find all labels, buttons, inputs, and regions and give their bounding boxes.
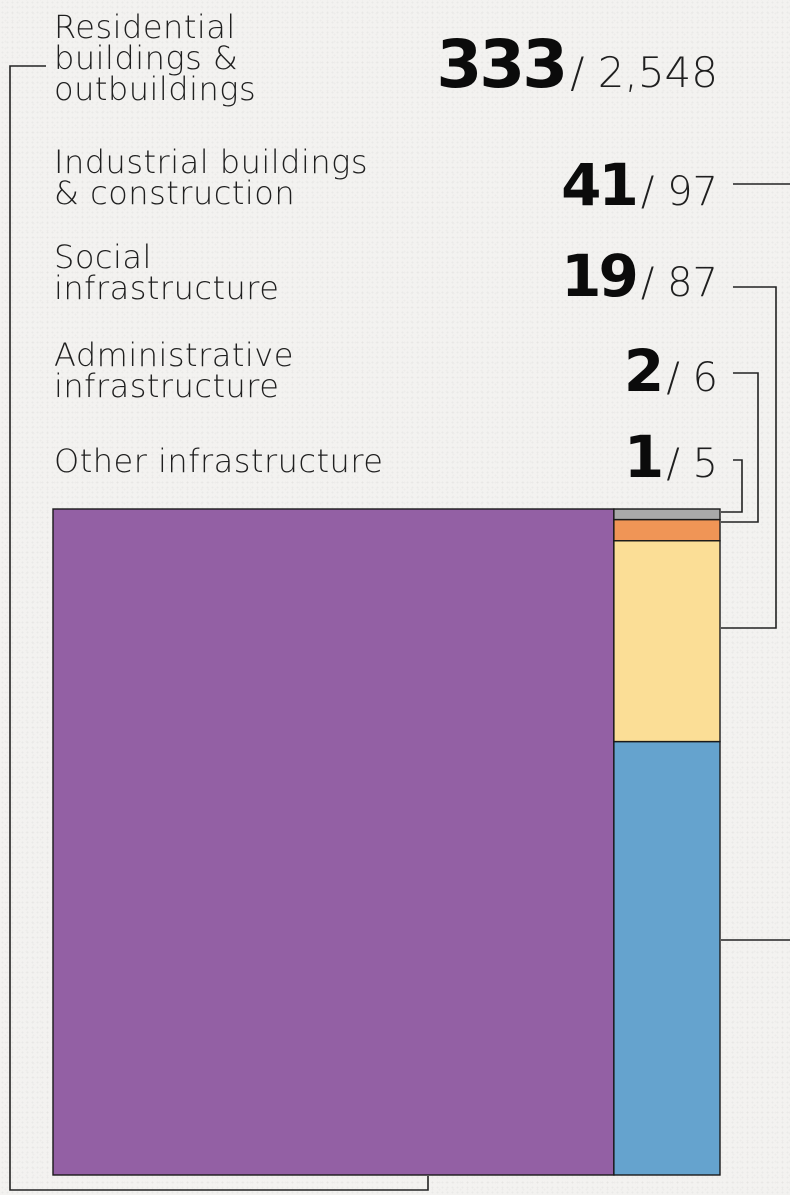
label-residential: Residential buildings & outbuildings xyxy=(54,8,257,108)
block-residential xyxy=(52,508,615,1176)
value-administrative-total: / 6 xyxy=(666,355,718,401)
block-administrative xyxy=(613,518,721,542)
value-other: 1 / 5 xyxy=(624,423,718,491)
value-other-count: 1 xyxy=(623,423,664,491)
connector-administrative xyxy=(721,372,759,523)
connector-residential xyxy=(9,65,429,1191)
value-administrative-count: 2 xyxy=(623,337,664,405)
block-industrial xyxy=(613,740,721,1176)
block-social xyxy=(613,540,721,743)
block-other xyxy=(613,508,721,521)
connector-other xyxy=(721,459,743,513)
value-residential-count: 333 xyxy=(436,26,568,103)
label-other: Other infrastructure xyxy=(54,442,384,480)
connector-social xyxy=(721,286,777,629)
value-social-total: / 87 xyxy=(640,260,718,306)
value-residential-total: / 2,548 xyxy=(570,48,718,97)
value-industrial: 41 / 97 xyxy=(561,151,718,219)
value-administrative: 2 / 6 xyxy=(624,337,718,405)
value-residential: 333 / 2,548 xyxy=(436,26,718,103)
value-industrial-total: / 97 xyxy=(640,169,718,215)
treemap-blocks xyxy=(52,508,721,1176)
value-social: 19 / 87 xyxy=(561,242,718,310)
label-industrial: Industrial buildings & construction xyxy=(54,143,368,212)
label-administrative: Administrative infrastructure xyxy=(54,336,294,405)
label-social: Social infrastructure xyxy=(54,238,280,307)
value-other-total: / 5 xyxy=(666,441,718,487)
value-industrial-count: 41 xyxy=(561,151,639,219)
value-social-count: 19 xyxy=(561,242,639,310)
connector-lines xyxy=(9,65,790,1191)
